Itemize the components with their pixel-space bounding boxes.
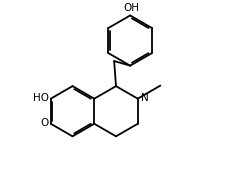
Text: OH: OH bbox=[123, 3, 139, 13]
Text: N: N bbox=[141, 93, 148, 103]
Text: HO: HO bbox=[33, 93, 49, 103]
Text: O: O bbox=[40, 118, 49, 128]
